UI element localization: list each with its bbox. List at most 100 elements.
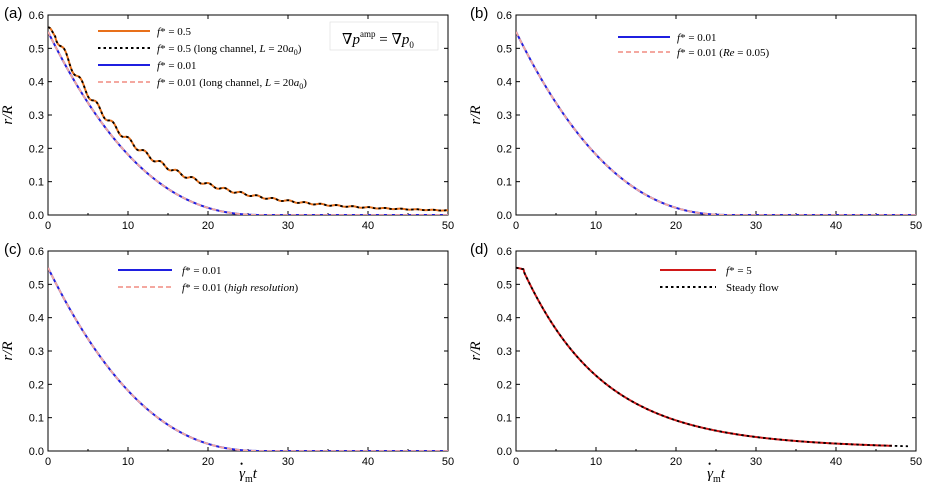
legend-b: f* = 0.01 f* = 0.01 (Re = 0.05)	[618, 32, 770, 59]
x-tick-label-b-2: 20	[670, 220, 682, 232]
plot-frame-d	[515, 250, 917, 452]
series-line-d-1	[516, 266, 909, 448]
legend-c: f* = 0.01 f* = 0.01 (high resolution)	[118, 265, 298, 294]
x-tick-label-c-5: 50	[442, 456, 454, 468]
y-tick-label-d-0: 0.0	[497, 446, 512, 458]
x-tick-label-c-1: 10	[122, 456, 134, 468]
panel-a: (a) 0 10 20 30 40 50 0.0 0.1 0.2 0.3 0.4 0.5 0.6 r/R…	[0, 5, 454, 232]
annotation-box-a	[329, 21, 439, 51]
y-tick-label-b-3: 0.3	[497, 110, 512, 122]
series-line-c-0	[48, 267, 448, 451]
axis-ticks-b: 0 10 20 30 40 50 0.0 0.1 0.2 0.3 0.4 0.5 0.6	[497, 10, 922, 232]
x-tick-label-a-5: 50	[442, 220, 454, 232]
series-line-c-1	[48, 267, 448, 451]
x-tick-label-b-3: 30	[750, 220, 762, 232]
y-tick-label-b-6: 0.6	[497, 10, 512, 22]
x-tick-label-c-2: 20	[202, 456, 214, 468]
x-tick-label-b-1: 10	[590, 220, 602, 232]
legend-entry-c-1: f* = 0.01 (high resolution)	[182, 282, 298, 294]
x-tick-label-c-4: 40	[362, 456, 374, 468]
legend-a: f* = 0.5 f* = 0.5 (long channel, L = 20a…	[98, 26, 307, 91]
y-tick-label-d-4: 0.4	[497, 313, 512, 325]
legend-entry-d-1: Steady flow	[726, 282, 779, 294]
legend-entry-b-0: f* = 0.01	[677, 32, 717, 44]
y-tick-label-c-2: 0.2	[29, 379, 44, 391]
y-tick-label-a-0: 0.0	[29, 210, 44, 222]
axis-ticks-d: 0 10 20 30 40 50 0.0 0.1 0.2 0.3 0.4 0.5 0.6	[497, 246, 922, 468]
y-tick-label-c-3: 0.3	[29, 346, 44, 358]
y-tick-label-b-1: 0.1	[497, 177, 512, 189]
x-tick-label-a-1: 10	[122, 220, 134, 232]
legend-entry-a-3: f* = 0.01 (long channel, L = 20a0)	[157, 77, 307, 91]
panel-label-d: (d)	[470, 241, 488, 258]
y-tick-label-d-2: 0.2	[497, 379, 512, 391]
y-tick-label-a-1: 0.1	[29, 177, 44, 189]
y-tick-label-a-5: 0.5	[29, 43, 44, 55]
panel-label-a: (a)	[4, 5, 22, 22]
series-line-b-0	[516, 31, 916, 215]
series-group-a	[48, 26, 448, 215]
series-line-a-2	[48, 31, 448, 215]
legend-entry-a-1: f* = 0.5 (long channel, L = 20a0)	[157, 43, 302, 57]
x-axis-label-c: γmt	[239, 466, 258, 485]
x-tick-label-d-3: 30	[750, 456, 762, 468]
panel-d: (d) 0 10 20 30 40 50 0.0 0.1 0.2 0.3 0.4 0.5 0.6 r/R…	[468, 241, 922, 485]
y-tick-label-d-1: 0.1	[497, 413, 512, 425]
x-tick-label-d-5: 50	[910, 456, 922, 468]
y-tick-label-a-4: 0.4	[29, 77, 44, 89]
y-tick-label-d-6: 0.6	[497, 246, 512, 258]
y-tick-label-a-6: 0.6	[29, 10, 44, 22]
y-tick-label-b-0: 0.0	[497, 210, 512, 222]
y-tick-label-c-1: 0.1	[29, 413, 44, 425]
x-tick-label-c-0: 0	[45, 456, 51, 468]
series-group-c	[48, 267, 448, 451]
series-group-d	[516, 266, 909, 448]
series-line-a-3	[48, 31, 448, 215]
y-tick-label-c-6: 0.6	[29, 246, 44, 258]
annotation-a: ∇pamp = ∇p0	[342, 29, 414, 50]
y-axis-label-b: r/R	[468, 105, 484, 124]
y-tick-label-a-2: 0.2	[29, 143, 44, 155]
panel-label-c: (c)	[4, 241, 22, 258]
x-axis-label-dot-c: •	[240, 459, 243, 469]
x-tick-label-b-5: 50	[910, 220, 922, 232]
y-tick-label-d-5: 0.5	[497, 279, 512, 291]
x-tick-label-a-3: 30	[282, 220, 294, 232]
y-tick-label-b-5: 0.5	[497, 43, 512, 55]
x-tick-label-d-1: 10	[590, 456, 602, 468]
x-tick-label-a-4: 40	[362, 220, 374, 232]
x-tick-label-b-4: 40	[830, 220, 842, 232]
y-axis-label-d: r/R	[468, 341, 484, 360]
y-tick-label-d-3: 0.3	[497, 346, 512, 358]
legend-entry-b-1: f* = 0.01 (Re = 0.05)	[677, 47, 770, 59]
x-axis-label-dot-d: •	[708, 459, 711, 469]
panel-label-b: (b)	[470, 5, 488, 22]
axis-ticks-c: 0 10 20 30 40 50 0.0 0.1 0.2 0.3 0.4 0.5 0.6	[29, 246, 454, 468]
y-tick-label-a-3: 0.3	[29, 110, 44, 122]
x-tick-label-d-0: 0	[513, 456, 519, 468]
series-line-d-0	[516, 266, 893, 447]
plot-frame-c	[47, 250, 449, 452]
y-axis-label-a: r/R	[0, 105, 16, 124]
series-line-a-0	[48, 26, 448, 212]
panel-b: (b) 0 10 20 30 40 50 0.0 0.1 0.2 0.3 0.4 0.5 0.6 r/R…	[468, 5, 922, 232]
y-axis-label-c: r/R	[0, 341, 16, 360]
panel-c: (c) 0 10 20 30 40 50 0.0 0.1 0.2 0.3 0.4 0.5 0.6 r/R…	[0, 241, 454, 485]
x-tick-label-b-0: 0	[513, 220, 519, 232]
series-group-b	[516, 31, 916, 215]
legend-entry-c-0: f* = 0.01	[182, 265, 222, 277]
x-axis-label-d: γmt	[707, 466, 726, 485]
x-tick-label-d-4: 40	[830, 456, 842, 468]
plot-frame-b	[515, 14, 917, 216]
legend-d: f* = 5 Steady flow	[660, 265, 779, 294]
legend-entry-a-2: f* = 0.01	[157, 60, 197, 72]
series-line-b-1	[516, 31, 916, 215]
x-tick-label-d-2: 20	[670, 456, 682, 468]
legend-entry-d-0: f* = 5	[726, 265, 752, 277]
x-tick-label-a-0: 0	[45, 220, 51, 232]
x-tick-label-c-3: 30	[282, 456, 294, 468]
legend-entry-a-0: f* = 0.5	[157, 26, 192, 38]
y-tick-label-b-4: 0.4	[497, 77, 512, 89]
y-tick-label-b-2: 0.2	[497, 143, 512, 155]
